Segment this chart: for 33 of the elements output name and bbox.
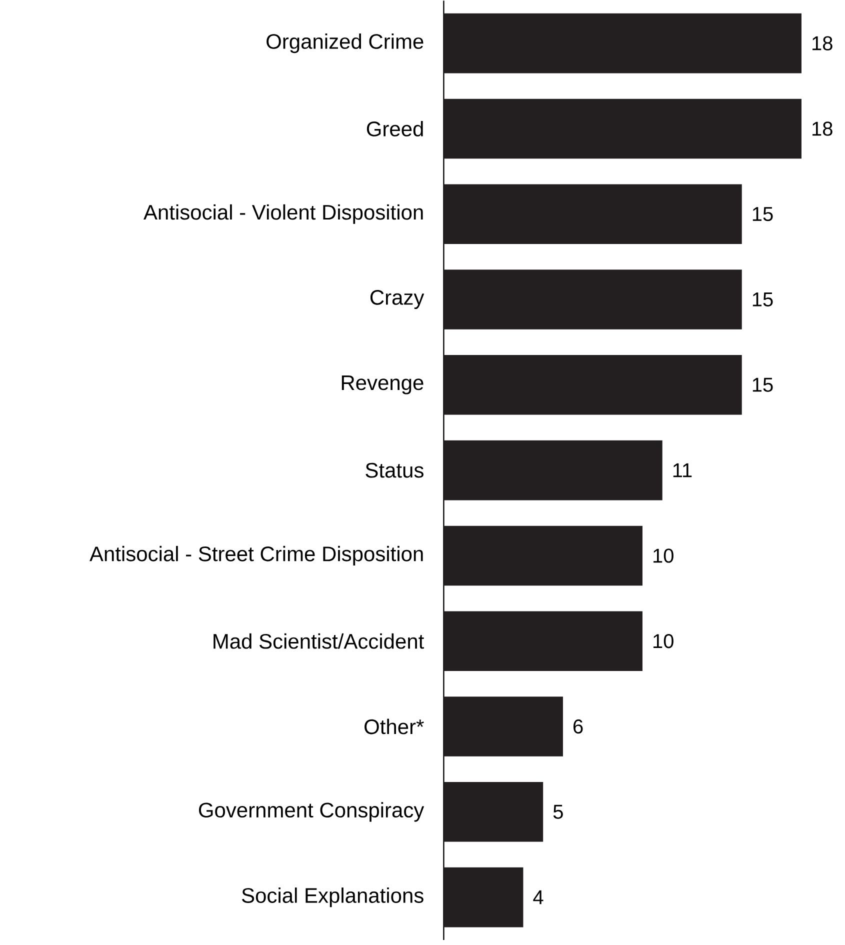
bar	[443, 98, 802, 159]
bar	[443, 270, 742, 330]
bar	[443, 184, 742, 244]
data-label: 4	[532, 890, 544, 904]
data-label: 10	[653, 634, 674, 648]
data-label: 18	[812, 122, 832, 136]
bar	[443, 13, 802, 74]
bar	[443, 526, 642, 586]
y-tick-label: Other*	[364, 718, 424, 734]
bar	[443, 782, 543, 842]
data-label: 15	[752, 378, 773, 392]
bar	[443, 867, 523, 928]
y-tick-label: Status	[365, 462, 424, 478]
y-tick-label: Organized Crime	[266, 34, 424, 54]
bar	[443, 355, 742, 415]
y-tick-label: Revenge	[342, 376, 424, 394]
data-label: 11	[673, 463, 692, 478]
data-label: 15	[752, 207, 773, 222]
y-tick-label: Government Conspiracy	[198, 802, 424, 822]
data-label: 5	[553, 804, 563, 819]
data-label: 15	[752, 292, 773, 306]
bar	[443, 696, 563, 756]
data-label: 6	[573, 719, 583, 734]
bar	[443, 611, 642, 671]
y-tick-label: Crazy	[370, 290, 424, 310]
y-tick-label: Antisocial - Street Crime Disposition	[89, 546, 423, 566]
y-tick-label: Greed	[366, 121, 423, 136]
y-tick-label: Mad Scientist/Accident	[213, 633, 424, 649]
data-label: 10	[653, 548, 674, 563]
data-label: 18	[812, 36, 832, 50]
bar	[443, 440, 662, 500]
y-tick-label: Social Explanations	[242, 888, 424, 908]
y-tick-label: Antisocial - Violent Disposition	[143, 204, 423, 224]
